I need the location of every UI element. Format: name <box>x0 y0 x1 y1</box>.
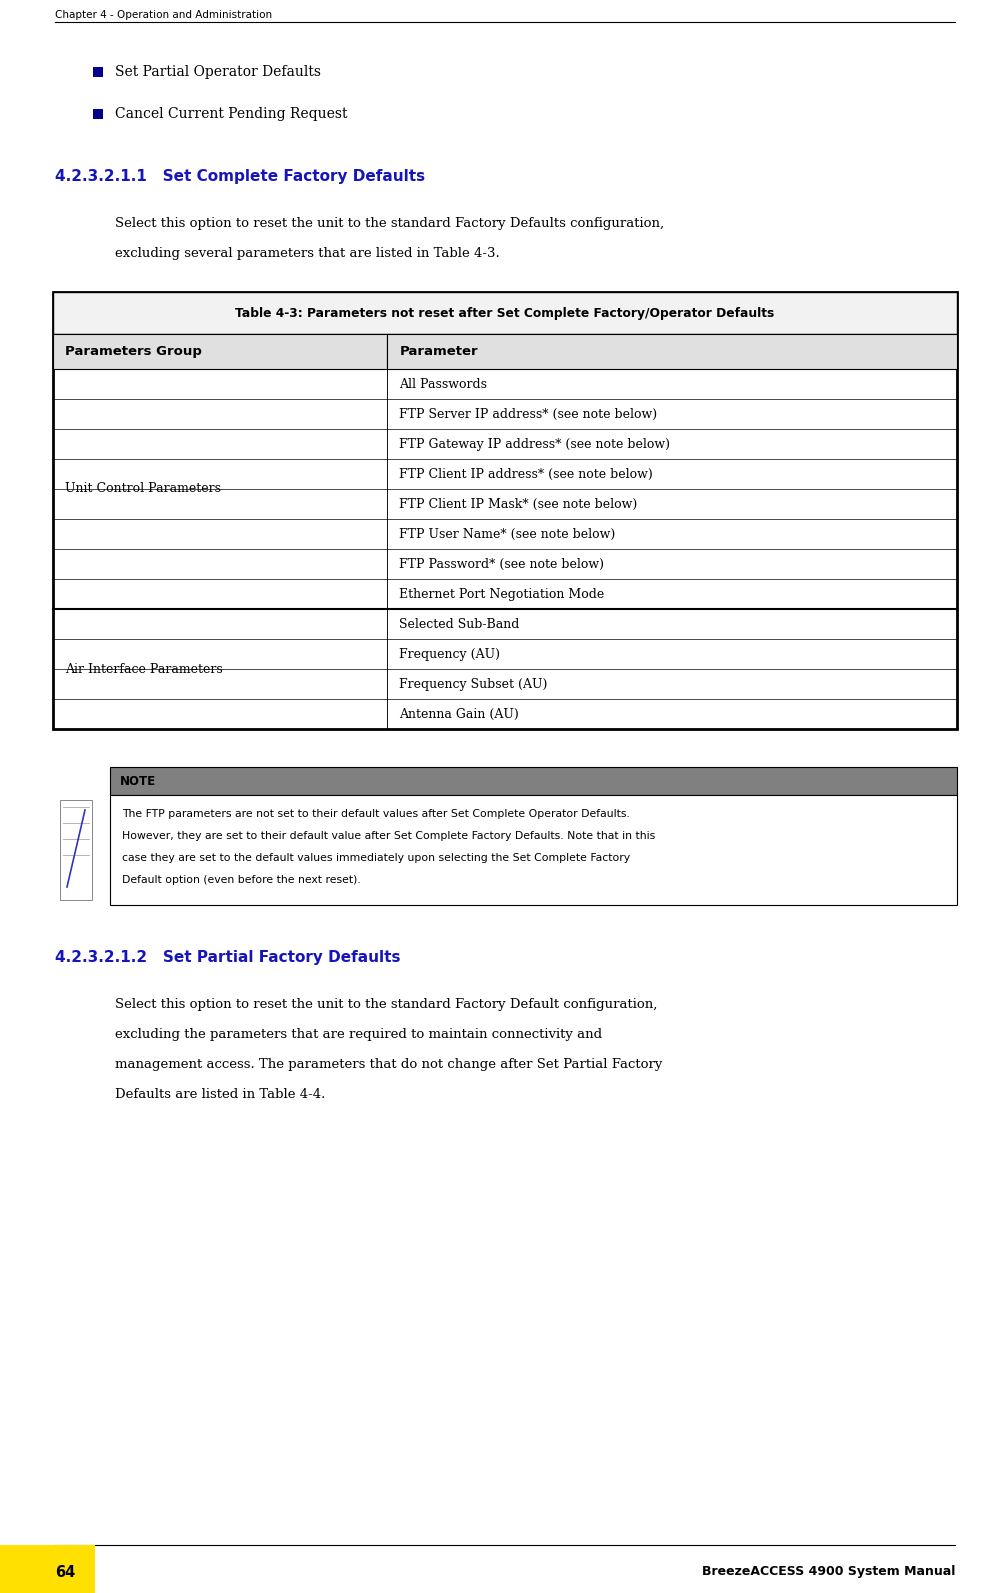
Text: FTP User Name* (see note below): FTP User Name* (see note below) <box>400 527 616 540</box>
Bar <box>93 67 103 76</box>
Text: Selected Sub-Band: Selected Sub-Band <box>400 618 520 631</box>
Bar <box>387 335 957 370</box>
Bar <box>53 292 957 335</box>
Text: case they are set to the default values immediately upon selecting the Set Compl: case they are set to the default values … <box>122 852 630 863</box>
Text: Antenna Gain (AU): Antenna Gain (AU) <box>400 707 519 720</box>
Text: Parameter: Parameter <box>400 346 478 358</box>
Text: management access. The parameters that do not change after Set Partial Factory: management access. The parameters that d… <box>115 1058 662 1070</box>
Text: excluding the parameters that are required to maintain connectivity and: excluding the parameters that are requir… <box>115 1027 602 1040</box>
Text: Frequency (AU): Frequency (AU) <box>400 647 500 661</box>
Bar <box>0 1545 95 1593</box>
Text: Select this option to reset the unit to the standard Factory Default configurati: Select this option to reset the unit to … <box>115 997 657 1012</box>
Text: All Passwords: All Passwords <box>400 378 488 390</box>
Text: excluding several parameters that are listed in Table 4-3.: excluding several parameters that are li… <box>115 247 499 260</box>
Text: FTP Gateway IP address* (see note below): FTP Gateway IP address* (see note below) <box>400 438 671 451</box>
Text: Parameters Group: Parameters Group <box>65 346 202 358</box>
Text: FTP Server IP address* (see note below): FTP Server IP address* (see note below) <box>400 408 658 421</box>
Text: Cancel Current Pending Request: Cancel Current Pending Request <box>115 107 348 121</box>
Text: The FTP parameters are not set to their default values after Set Complete Operat: The FTP parameters are not set to their … <box>122 809 629 819</box>
Text: Set Partial Operator Defaults: Set Partial Operator Defaults <box>115 65 321 80</box>
Text: Defaults are listed in Table 4-4.: Defaults are listed in Table 4-4. <box>115 1088 325 1101</box>
Bar <box>110 795 957 905</box>
Text: Ethernet Port Negotiation Mode: Ethernet Port Negotiation Mode <box>400 588 605 601</box>
Text: Unit Control Parameters: Unit Control Parameters <box>65 483 221 495</box>
Bar <box>53 292 957 730</box>
Text: Select this option to reset the unit to the standard Factory Defaults configurat: Select this option to reset the unit to … <box>115 217 664 229</box>
Text: 4.2.3.2.1.2   Set Partial Factory Defaults: 4.2.3.2.1.2 Set Partial Factory Defaults <box>55 949 401 965</box>
Text: 64: 64 <box>55 1564 75 1580</box>
Bar <box>93 108 103 119</box>
Bar <box>53 335 387 370</box>
Text: Chapter 4 - Operation and Administration: Chapter 4 - Operation and Administration <box>55 10 272 21</box>
Text: BreezeACCESS 4900 System Manual: BreezeACCESS 4900 System Manual <box>701 1564 955 1579</box>
Text: FTP Client IP Mask* (see note below): FTP Client IP Mask* (see note below) <box>400 497 637 510</box>
Text: Air Interface Parameters: Air Interface Parameters <box>65 663 223 675</box>
Bar <box>110 766 957 795</box>
Text: Table 4-3: Parameters not reset after Set Complete Factory/Operator Defaults: Table 4-3: Parameters not reset after Se… <box>235 306 774 320</box>
Text: However, they are set to their default value after Set Complete Factory Defaults: However, they are set to their default v… <box>122 832 655 841</box>
Text: Default option (even before the next reset).: Default option (even before the next res… <box>122 875 361 886</box>
Text: FTP Client IP address* (see note below): FTP Client IP address* (see note below) <box>400 467 653 481</box>
Text: Frequency Subset (AU): Frequency Subset (AU) <box>400 677 548 690</box>
Text: 4.2.3.2.1.1   Set Complete Factory Defaults: 4.2.3.2.1.1 Set Complete Factory Default… <box>55 169 426 185</box>
Text: NOTE: NOTE <box>120 774 157 787</box>
Text: FTP Password* (see note below): FTP Password* (see note below) <box>400 558 605 570</box>
Bar <box>60 800 92 900</box>
